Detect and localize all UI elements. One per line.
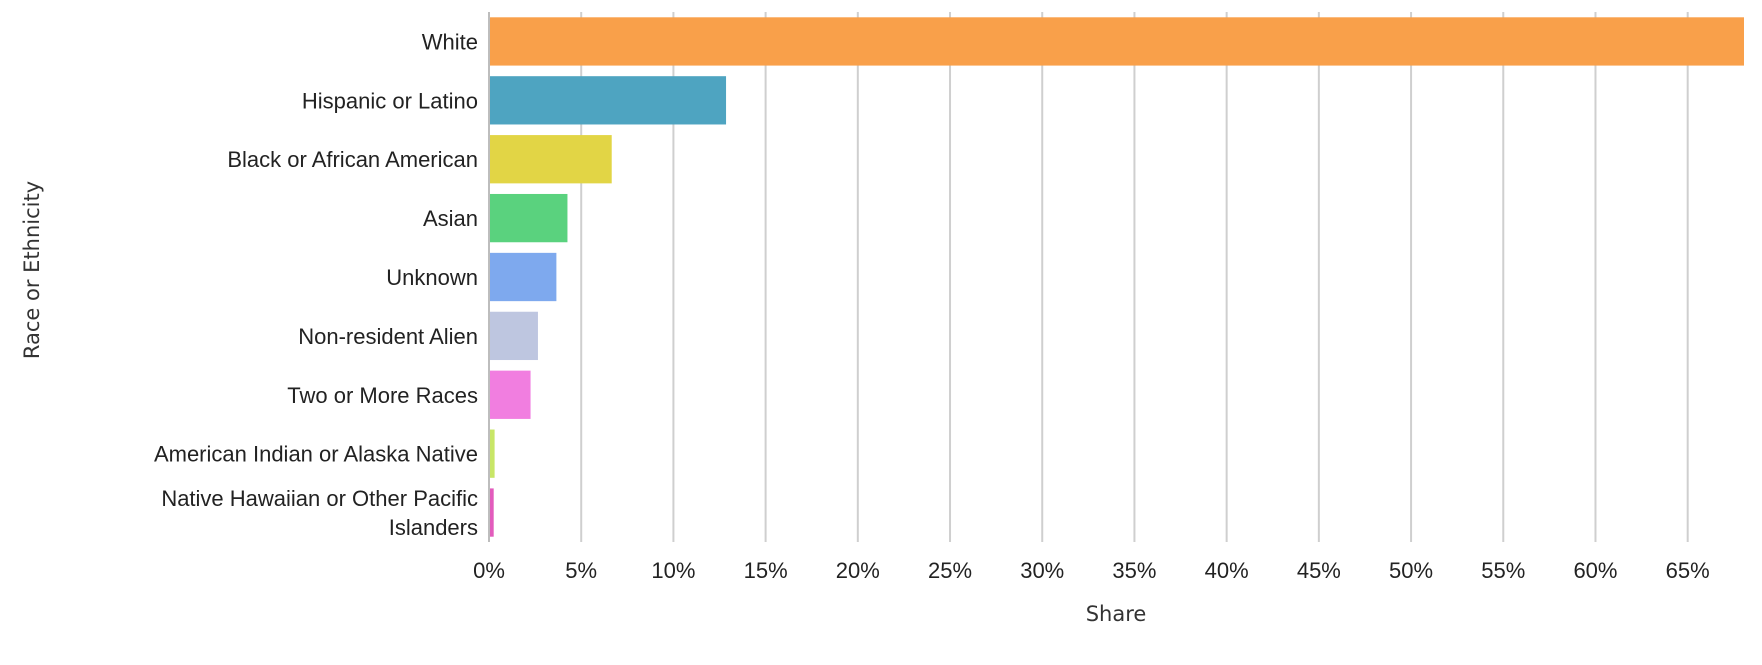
x-tick-label-55: 55% [1481,558,1525,583]
grid-layer [488,12,1689,542]
category-label-native-hawaiian-or-other-pacific-islanders: Native Hawaiian or Other Pacific Islander… [161,486,478,540]
x-tick-label-10: 10% [651,558,695,583]
x-tick-label-5: 5% [565,558,597,583]
category-label-two-or-more-races: Two or More Races [287,383,478,408]
x-tick-label-60: 60% [1573,558,1617,583]
x-tick-label-45: 45% [1297,558,1341,583]
category-label-black-or-african-american: Black or African American [227,147,478,172]
bar-unknown [490,252,557,302]
bar-american-indian-or-alaska-native [490,429,495,478]
bar-native-hawaiian-or-other-pacific-islanders [490,488,494,537]
x-tick-label-40: 40% [1205,558,1249,583]
x-tick-label-15: 15% [744,558,788,583]
bar-hispanic-or-latino [490,76,727,125]
x-tick-label-65: 65% [1666,558,1710,583]
category-label-asian: Asian [423,206,478,231]
category-labels: White Hispanic or Latino Black or African … [154,29,478,540]
x-tick-label-20: 20% [836,558,880,583]
category-label-white: White [422,29,478,54]
x-tick-label-30: 30% [1020,558,1064,583]
bar-two-or-more-races [490,370,531,419]
bar-black-or-african-american [490,135,612,184]
x-tick-label-50: 50% [1389,558,1433,583]
category-label-hispanic-or-latino: Hispanic or Latino [302,88,478,113]
bar-layer [490,17,1744,537]
x-tick-labels: 0% 5% 10% 15% 20% 25% 30% 35% 40% 45% 50% 55% 60% 65% [473,558,1710,583]
category-label-unknown: Unknown [386,265,478,290]
bar-asian [490,193,568,243]
bar-white [490,17,1744,66]
x-tick-label-0: 0% [473,558,505,583]
bar-non-resident-alien [490,311,538,361]
category-label-non-resident-alien: Non-resident Alien [298,324,478,349]
y-axis-title: Race or Ethnicity [20,181,44,359]
category-label-american-indian-or-alaska-native: American Indian or Alaska Native [154,442,478,467]
x-axis-title: Share [1086,602,1147,626]
x-tick-label-25: 25% [928,558,972,583]
x-tick-label-35: 35% [1112,558,1156,583]
